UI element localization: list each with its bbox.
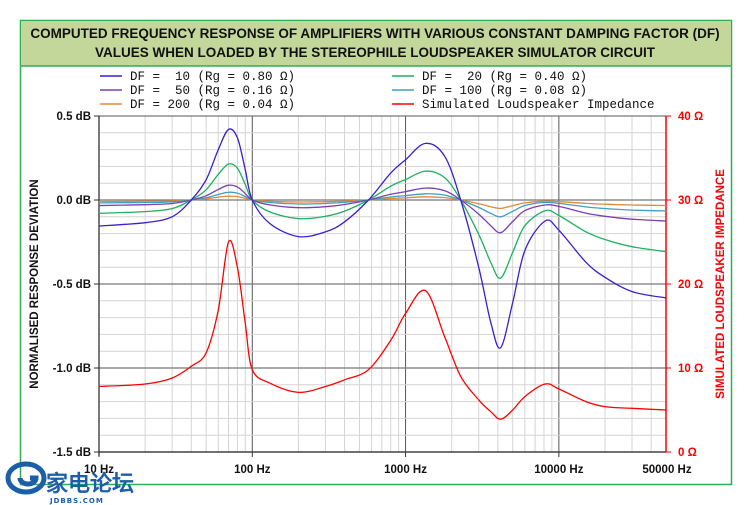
y2-tick-label: 20 Ω (678, 279, 703, 291)
x-tick-label: 1000 Hz (384, 464, 427, 476)
title-band (21, 21, 731, 66)
grid (99, 115, 666, 453)
y2-axis-label: SIMULATED LOUDSPEAKER IMPEDANCE (715, 169, 727, 399)
axes: 0.5 dB 0.0 dB -0.5 dB -1.0 dB -1.5 dB 40 Ω 30 … (53, 111, 704, 476)
y-tick-label: -1.5 dB (53, 447, 91, 459)
series-line-df-0 (98, 128, 667, 349)
y-axis-label: NORMALISED RESPONSE DEVIATION (29, 179, 41, 388)
legend-item: DF = 20 (Rg = 0.40 Ω) (392, 70, 587, 84)
logo-subtext: JDBBS.COM (49, 497, 104, 505)
x-tick-label: 50000 Hz (642, 464, 691, 476)
series-line-df-4 (98, 195, 667, 210)
y-tick-label: -1.0 dB (53, 363, 91, 375)
x-tick-label: 10000 Hz (534, 464, 583, 476)
legend-label: DF = 100 (Rg = 0.08 Ω) (422, 84, 587, 98)
y-tick-label: 0.5 dB (56, 111, 91, 123)
y-tick-label: -0.5 dB (53, 279, 91, 291)
series-lines (98, 128, 667, 420)
legend-item: Simulated Loudspeaker Impedance (392, 98, 655, 112)
legend-label: DF = 200 (Rg = 0.04 Ω) (130, 98, 295, 112)
legend-label: DF = 50 (Rg = 0.16 Ω) (130, 84, 295, 98)
legend: DF = 10 (Rg = 0.80 Ω)DF = 50 (Rg = 0.16 … (100, 70, 655, 112)
legend-label: Simulated Loudspeaker Impedance (422, 98, 655, 112)
series-line-impedance (98, 239, 667, 420)
logo-text: 家电论坛 (46, 471, 134, 497)
chart-title: COMPUTED FREQUENCY RESPONSE OF AMPLIFIER… (30, 26, 719, 41)
y2-tick-label: 0 Ω (678, 447, 697, 459)
logo-icon (5, 461, 47, 495)
y2-tick-label: 10 Ω (678, 363, 703, 375)
x-tick-label: 100 Hz (234, 464, 271, 476)
legend-label: DF = 10 (Rg = 0.80 Ω) (130, 70, 295, 84)
chart-frame (19, 19, 733, 486)
legend-item: DF = 50 (Rg = 0.16 Ω) (100, 84, 295, 98)
series-line-df-3 (98, 191, 667, 218)
y-tick-label: 0.0 dB (56, 195, 91, 207)
watermark-logo: 家电论坛 JDBBS.COM (5, 461, 134, 505)
series-line-df-2 (98, 184, 667, 234)
legend-label: DF = 20 (Rg = 0.40 Ω) (422, 70, 587, 84)
series-line-df-1 (98, 163, 667, 279)
legend-item: DF = 10 (Rg = 0.80 Ω) (100, 70, 295, 84)
chart-subtitle: VALUES WHEN LOADED BY THE STEREOPHILE LO… (95, 45, 656, 60)
y2-tick-label: 40 Ω (678, 111, 703, 123)
x-tick-label: 10 Hz (84, 464, 114, 476)
legend-item: DF = 100 (Rg = 0.08 Ω) (392, 84, 587, 98)
y2-tick-label: 30 Ω (678, 195, 703, 207)
legend-item: DF = 200 (Rg = 0.04 Ω) (100, 98, 295, 112)
